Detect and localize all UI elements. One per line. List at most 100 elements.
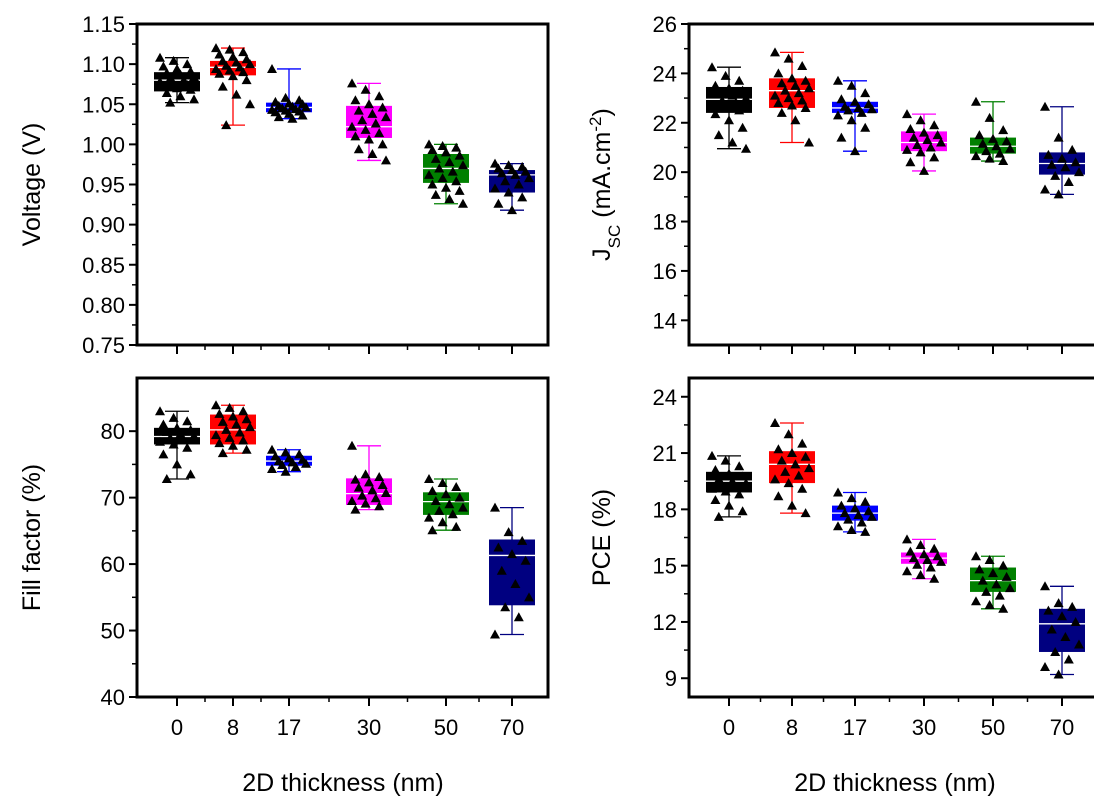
y-tick-label: 9 bbox=[665, 666, 677, 691]
data-point bbox=[241, 75, 252, 85]
data-point bbox=[451, 142, 462, 152]
data-point bbox=[217, 448, 228, 458]
data-point bbox=[224, 432, 235, 442]
data-point bbox=[860, 122, 871, 132]
y-tick-label: 22 bbox=[653, 111, 677, 136]
data-point bbox=[451, 481, 462, 491]
data-point bbox=[727, 476, 738, 486]
data-point bbox=[734, 75, 745, 85]
data-point bbox=[730, 481, 741, 491]
data-point bbox=[520, 166, 531, 176]
data-point bbox=[189, 94, 199, 104]
data-point bbox=[454, 150, 465, 160]
data-point bbox=[850, 503, 860, 513]
y-tick-label: 24 bbox=[653, 385, 677, 410]
data-point bbox=[929, 152, 940, 162]
box-0 bbox=[706, 62, 752, 153]
data-point bbox=[1040, 101, 1050, 111]
y-tick-label: 50 bbox=[101, 619, 125, 644]
data-point bbox=[984, 600, 995, 610]
data-point bbox=[710, 109, 721, 119]
data-point bbox=[245, 99, 255, 109]
data-point bbox=[493, 198, 504, 208]
y-axis-title: Fill factor (%) bbox=[18, 464, 46, 611]
data-point bbox=[238, 47, 249, 57]
data-point bbox=[1053, 189, 1064, 199]
data-point bbox=[846, 493, 857, 503]
data-point bbox=[241, 414, 252, 424]
data-point bbox=[998, 560, 1009, 570]
data-point bbox=[971, 551, 981, 561]
y-tick-label: 80 bbox=[101, 419, 125, 444]
data-point bbox=[783, 53, 794, 63]
data-point bbox=[424, 512, 434, 522]
plot-frame bbox=[135, 376, 550, 699]
data-point bbox=[929, 120, 940, 130]
data-point bbox=[707, 62, 717, 72]
data-point bbox=[214, 408, 225, 418]
data-point bbox=[507, 205, 517, 215]
y-tick-label: 1.10 bbox=[82, 52, 125, 77]
data-point bbox=[734, 461, 745, 471]
data-point bbox=[377, 102, 388, 112]
x-tick-label: 17 bbox=[277, 715, 301, 740]
box-50 bbox=[423, 474, 469, 535]
data-point bbox=[974, 130, 985, 140]
box-30 bbox=[346, 440, 392, 514]
data-point bbox=[1060, 162, 1071, 172]
data-point bbox=[929, 543, 940, 553]
data-point bbox=[189, 430, 199, 440]
y-tick-label: 18 bbox=[653, 497, 677, 522]
data-point bbox=[836, 132, 847, 142]
data-point bbox=[360, 84, 371, 94]
data-point bbox=[427, 144, 438, 154]
y-tick-label: 18 bbox=[653, 210, 677, 235]
data-point bbox=[490, 502, 500, 512]
data-point bbox=[377, 139, 388, 149]
x-tick-label: 17 bbox=[843, 715, 867, 740]
data-point bbox=[165, 97, 176, 107]
data-point bbox=[1046, 159, 1057, 169]
y-tick-label: 1.15 bbox=[82, 12, 125, 37]
y-tick-label: 0.80 bbox=[82, 293, 125, 318]
data-point bbox=[221, 424, 232, 434]
data-point bbox=[510, 579, 521, 589]
box-8 bbox=[210, 43, 256, 130]
data-point bbox=[175, 428, 186, 438]
data-point bbox=[1005, 143, 1015, 153]
data-point bbox=[427, 525, 438, 535]
x-axis-title-right: 2D thickness (nm) bbox=[794, 769, 995, 797]
data-point bbox=[370, 493, 381, 503]
data-point bbox=[984, 153, 995, 163]
data-point bbox=[424, 139, 434, 149]
data-point bbox=[437, 478, 448, 488]
data-point bbox=[776, 78, 787, 88]
data-point bbox=[231, 89, 242, 99]
data-point bbox=[360, 498, 371, 508]
data-point bbox=[172, 83, 182, 93]
plot-frame bbox=[687, 376, 1094, 699]
data-point bbox=[172, 422, 182, 432]
data-point bbox=[211, 400, 221, 410]
data-point bbox=[843, 514, 854, 524]
data-point bbox=[773, 491, 784, 501]
data-point bbox=[437, 517, 448, 527]
data-point bbox=[902, 534, 912, 544]
data-point bbox=[1057, 611, 1067, 621]
box-0 bbox=[706, 450, 752, 521]
data-point bbox=[301, 102, 311, 112]
data-point bbox=[238, 406, 249, 416]
data-point bbox=[853, 509, 864, 519]
y-tick-label: 14 bbox=[653, 308, 677, 333]
box-17 bbox=[832, 487, 878, 536]
data-point bbox=[846, 524, 857, 534]
data-point bbox=[273, 112, 284, 122]
data-point bbox=[804, 137, 814, 147]
data-point bbox=[172, 63, 182, 73]
data-point bbox=[780, 466, 791, 476]
data-point bbox=[427, 485, 438, 495]
data-point bbox=[155, 436, 165, 446]
data-point bbox=[922, 135, 933, 145]
data-point bbox=[905, 123, 916, 133]
data-point bbox=[360, 469, 371, 479]
